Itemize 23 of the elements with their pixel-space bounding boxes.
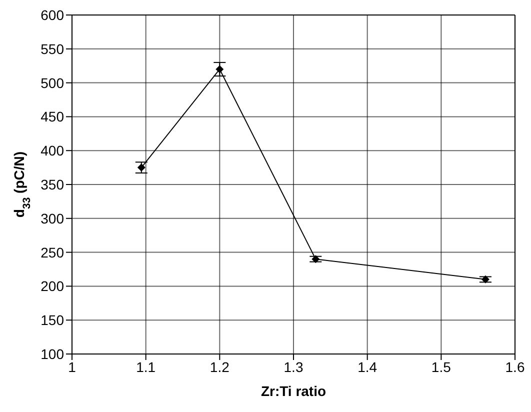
y-tick-label: 250 (40, 244, 64, 260)
y-tick-label: 300 (40, 210, 64, 226)
y-tick-label: 150 (40, 312, 64, 328)
y-tick-label: 400 (40, 142, 64, 159)
point (481, 275, 490, 284)
y-tick-label: 450 (40, 108, 64, 125)
x-tick-label: 1.4 (358, 358, 378, 375)
point (216, 65, 224, 74)
y-tick-label: 550 (40, 40, 64, 57)
x-tick-label: 1 (68, 358, 76, 375)
y-tick-label: 600 (40, 6, 64, 23)
x-tick-label: 1.1 (136, 358, 156, 375)
y-tick-label: 350 (40, 176, 64, 192)
x-tick-label: 1.6 (505, 358, 525, 375)
y-tick-label: 100 (40, 346, 64, 362)
y-tick-label: 200 (40, 278, 64, 294)
point (137, 164, 146, 172)
y-tick-label: 500 (40, 74, 64, 91)
x-tick-label: 1.3 (284, 358, 304, 375)
x-tick-label: 1.2 (210, 358, 230, 375)
point (312, 255, 320, 264)
x-axis-title: Zr:Ti ratio (260, 383, 326, 399)
x-tick-label: 1.5 (431, 358, 452, 375)
